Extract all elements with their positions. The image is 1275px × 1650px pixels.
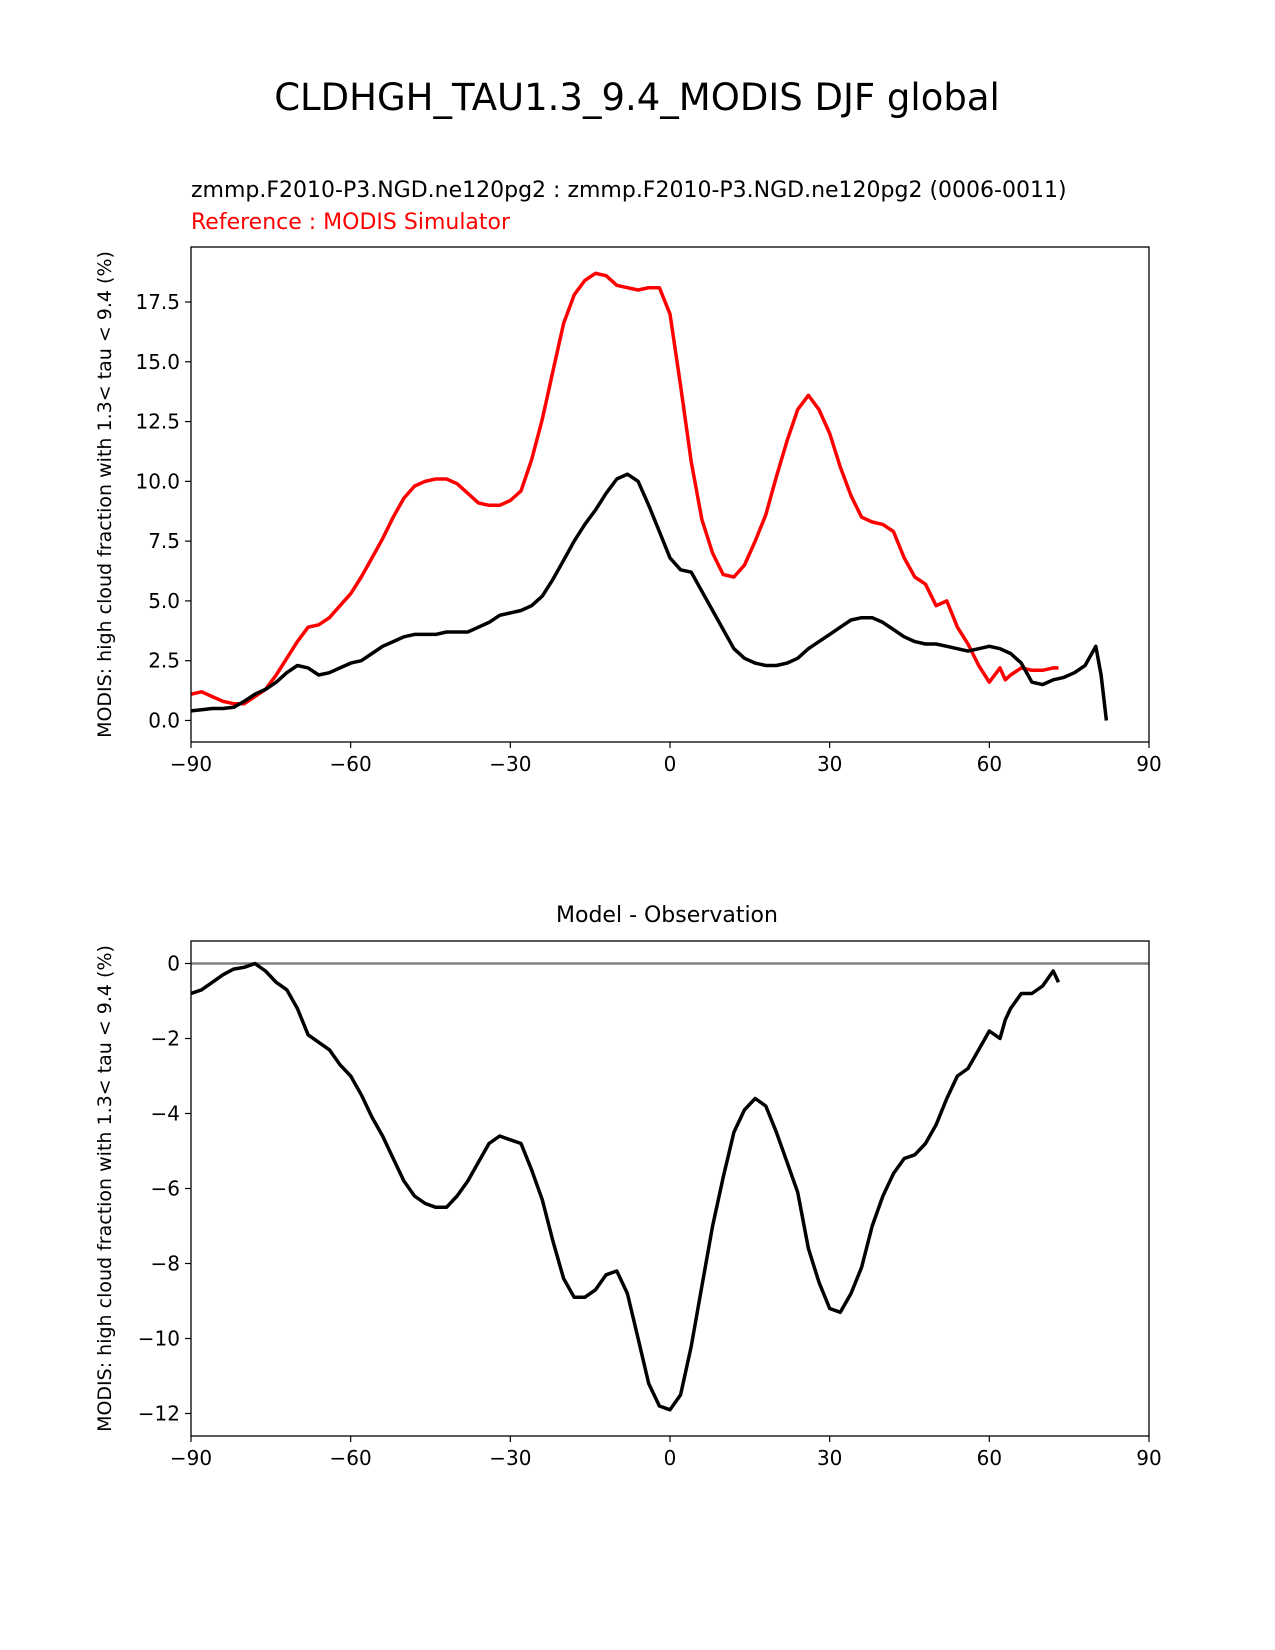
- x-tick-label: −90: [170, 1446, 212, 1470]
- y-tick-label: 15.0: [135, 350, 180, 374]
- x-tick-label: 30: [817, 752, 842, 776]
- y-tick-label: 0: [167, 952, 180, 976]
- bottom-chart-series: [190, 961, 1149, 1412]
- bottom-chart-title: Model - Observation: [556, 903, 778, 928]
- figure-title: CLDHGH_TAU1.3_9.4_MODIS DJF global: [274, 76, 1000, 119]
- y-tick-label: 2.5: [148, 649, 180, 673]
- top-chart-ylabel: MODIS: high cloud fraction with 1.3< tau…: [94, 251, 116, 738]
- top-chart-ticks: −90 −60 −30 0 30 60 90 0.0 2.5 5.0 7.5 10.0 12.5 15.0…: [135, 290, 1161, 776]
- model-series-line: [190, 961, 1061, 1412]
- top-chart-series: [190, 271, 1109, 721]
- bottom-chart-ylabel-group: MODIS: high cloud fraction with 1.3< tau…: [94, 945, 116, 1432]
- x-tick-label: −30: [489, 752, 531, 776]
- top-chart-reference-title: Reference : MODIS Simulator: [191, 210, 511, 235]
- y-tick-label: 17.5: [135, 290, 180, 314]
- bottom-chart-panel: Model - Observation MODIS: high cloud fr…: [94, 903, 1162, 1470]
- x-tick-label: 0: [664, 752, 677, 776]
- x-tick-label: −60: [330, 1446, 372, 1470]
- bottom-chart-ylabel: MODIS: high cloud fraction with 1.3< tau…: [94, 945, 116, 1432]
- y-tick-label: −4: [151, 1102, 180, 1126]
- reference-series-line: [190, 271, 1059, 706]
- top-chart-frame: [190, 246, 1150, 743]
- y-tick-label: 10.0: [135, 469, 180, 493]
- top-chart-title: zmmp.F2010-P3.NGD.ne120pg2 : zmmp.F2010-…: [191, 178, 1067, 203]
- y-tick-label: 7.5: [148, 529, 180, 553]
- y-tick-label: 12.5: [135, 410, 180, 434]
- x-tick-label: −30: [489, 1446, 531, 1470]
- x-tick-label: −90: [170, 752, 212, 776]
- x-tick-label: 90: [1136, 752, 1161, 776]
- y-tick-label: 5.0: [148, 589, 180, 613]
- y-tick-label: −2: [151, 1027, 180, 1051]
- model-series-line: [190, 472, 1109, 721]
- x-tick-label: 30: [817, 1446, 842, 1470]
- x-tick-label: 60: [977, 752, 1002, 776]
- y-tick-label: −8: [151, 1252, 180, 1276]
- bottom-chart-frame: [190, 940, 1150, 1437]
- top-chart-panel: zmmp.F2010-P3.NGD.ne120pg2 : zmmp.F2010-…: [94, 178, 1162, 776]
- y-tick-label: −6: [151, 1177, 180, 1201]
- top-chart-ylabel-group: MODIS: high cloud fraction with 1.3< tau…: [94, 251, 116, 738]
- x-tick-label: 90: [1136, 1446, 1161, 1470]
- y-tick-label: 0.0: [148, 708, 180, 732]
- x-tick-label: 0: [664, 1446, 677, 1470]
- x-tick-label: 60: [977, 1446, 1002, 1470]
- bottom-chart-ticks: −90 −60 −30 0 30 60 90 0 −2 −4 −6 −8 −10 −12: [138, 952, 1162, 1471]
- x-tick-label: −60: [330, 752, 372, 776]
- y-tick-label: −12: [138, 1402, 180, 1426]
- y-tick-label: −10: [138, 1327, 180, 1351]
